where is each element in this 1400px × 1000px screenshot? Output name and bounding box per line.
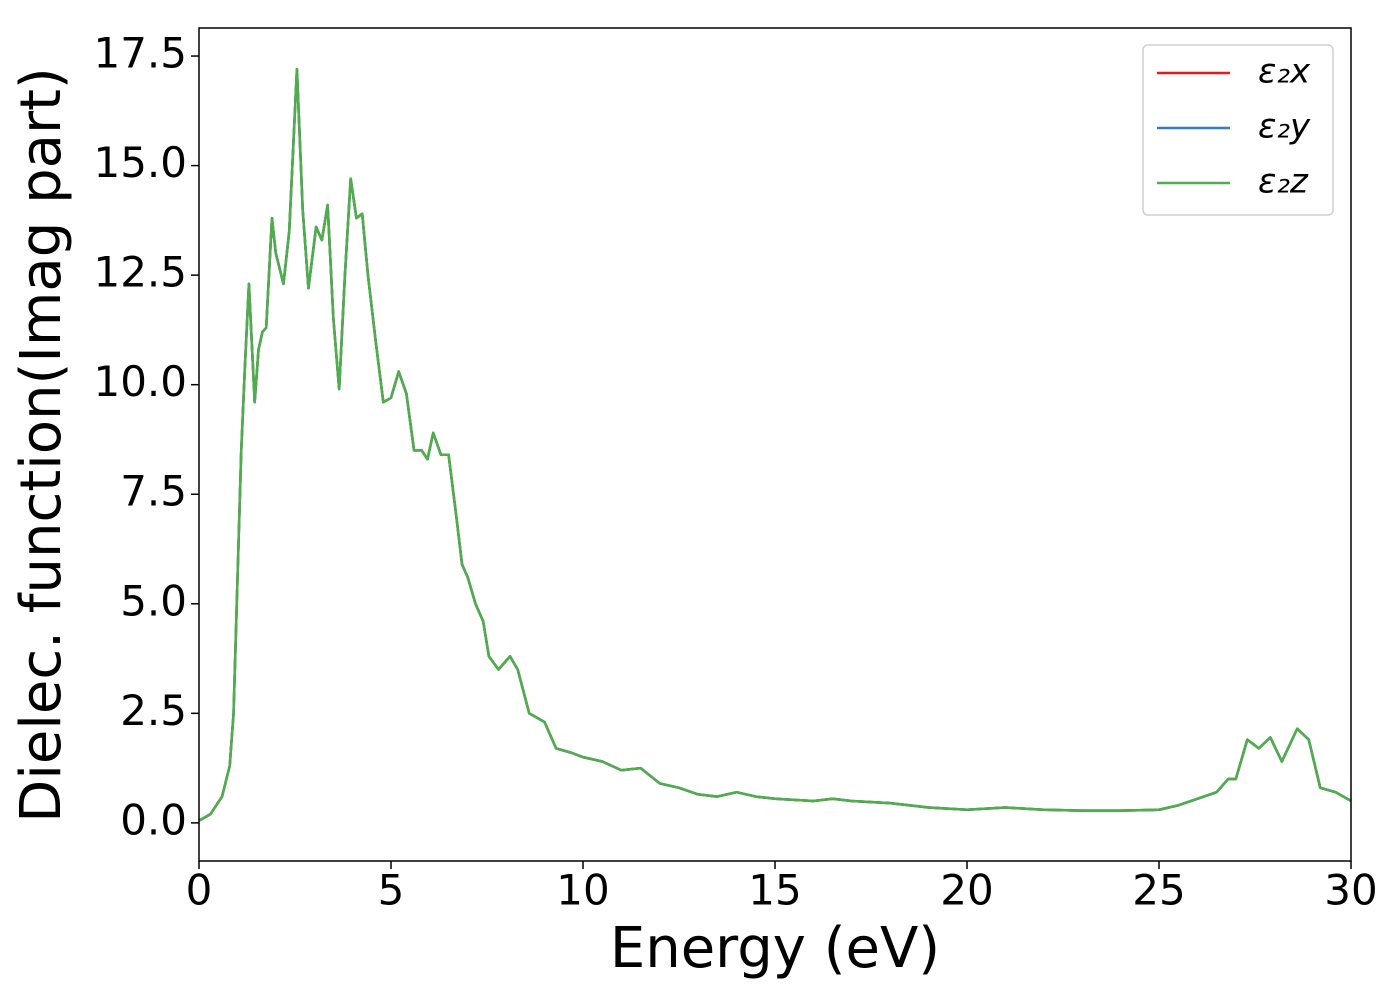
legend-box	[1142, 44, 1334, 216]
y-tick-label: 15.0	[93, 138, 187, 187]
y-tick-label: 17.5	[93, 29, 187, 78]
y-tick-label: 2.5	[120, 686, 187, 735]
x-tick-label: 25	[1132, 866, 1185, 915]
x-tick-label: 15	[748, 866, 801, 915]
x-tick-label: 20	[940, 866, 993, 915]
legend-label: ε₂x	[1258, 52, 1311, 92]
y-tick-label: 12.5	[93, 248, 187, 297]
series-line	[198, 67, 1352, 822]
y-tick-label: 5.0	[120, 576, 187, 625]
x-axis-label: Energy (eV)	[610, 916, 940, 981]
x-tick-label: 5	[378, 866, 405, 915]
x-tick-label: 0	[186, 866, 213, 915]
x-tick-label: 30	[1324, 866, 1377, 915]
y-tick-label: 0.0	[120, 795, 187, 844]
x-tick-label: 10	[556, 866, 609, 915]
legend-label: ε₂z	[1258, 162, 1309, 202]
y-axis-label: Dielec. function(Imag part)	[9, 67, 74, 823]
plot-frame	[198, 27, 1352, 862]
y-tick-label: 7.5	[120, 467, 187, 516]
y-tick-label: 10.0	[93, 357, 187, 406]
legend-label: ε₂y	[1258, 107, 1311, 147]
